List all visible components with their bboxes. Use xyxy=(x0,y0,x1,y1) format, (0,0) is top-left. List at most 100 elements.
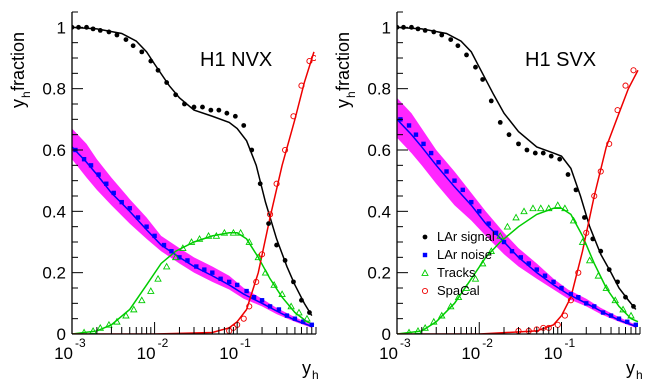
data-point xyxy=(448,37,453,42)
data-point xyxy=(489,99,494,104)
data-point xyxy=(584,301,588,305)
data-point xyxy=(139,297,145,302)
y-tick-label: 0.6 xyxy=(367,141,391,160)
data-point xyxy=(293,316,297,320)
data-point xyxy=(291,279,296,284)
data-point xyxy=(107,30,112,35)
data-point xyxy=(598,249,603,254)
data-point xyxy=(601,310,605,314)
data-point xyxy=(566,172,571,177)
data-point xyxy=(148,59,153,64)
legend-marker xyxy=(423,235,428,240)
data-point xyxy=(513,214,519,219)
legend-label: LAr signal xyxy=(437,229,495,244)
legend-label: LAr noise xyxy=(437,247,492,262)
data-point xyxy=(436,160,440,164)
data-point xyxy=(115,33,120,38)
data-point xyxy=(521,208,527,213)
data-point xyxy=(429,151,433,155)
data-point xyxy=(274,243,279,248)
x-tick-exponent: -2 xyxy=(158,336,169,350)
data-point xyxy=(266,221,271,226)
data-point xyxy=(173,92,178,97)
data-point xyxy=(139,49,144,54)
data-point xyxy=(473,65,478,70)
data-point xyxy=(538,205,544,210)
y-tick-label: 0 xyxy=(57,325,66,344)
data-point xyxy=(307,310,312,315)
series-line xyxy=(72,27,312,315)
data-point xyxy=(461,188,465,192)
data-point xyxy=(507,132,512,137)
data-point xyxy=(623,83,628,88)
y-tick-label: 0.8 xyxy=(42,80,66,99)
data-point xyxy=(210,270,214,274)
y-tick-label: 0.4 xyxy=(42,202,66,221)
data-point xyxy=(148,288,154,293)
x-tick-label: 10 xyxy=(379,344,398,363)
series-line xyxy=(72,233,314,334)
y-tick-label: 0 xyxy=(382,325,391,344)
data-point xyxy=(218,277,222,281)
data-point xyxy=(91,26,96,31)
data-point xyxy=(260,298,264,302)
y-tick-label: 1 xyxy=(382,18,391,37)
plot-area xyxy=(70,25,317,335)
data-point xyxy=(409,25,414,30)
x-axis-title: y xyxy=(302,358,311,378)
x-axis-title: y xyxy=(626,358,635,378)
data-point xyxy=(421,142,425,146)
data-point xyxy=(407,123,411,127)
data-point xyxy=(268,304,272,308)
data-point xyxy=(224,111,229,116)
x-tick-label: 10 xyxy=(54,344,73,363)
chart-title: H1 SVX xyxy=(525,49,596,71)
data-point xyxy=(152,234,156,238)
data-point xyxy=(498,120,503,125)
data-point xyxy=(235,283,239,287)
x-tick-exponent: -1 xyxy=(565,336,576,350)
data-point xyxy=(480,77,485,82)
data-point xyxy=(241,316,246,321)
data-point xyxy=(299,298,304,303)
x-tick-exponent: -3 xyxy=(75,336,86,350)
y-axis-title-main: y xyxy=(333,99,353,108)
data-point xyxy=(84,25,89,30)
data-point xyxy=(162,243,166,247)
data-point xyxy=(227,280,231,284)
data-point xyxy=(543,274,547,278)
data-point xyxy=(155,276,161,281)
data-point xyxy=(486,221,490,225)
data-point xyxy=(216,108,221,113)
x-tick-exponent: -1 xyxy=(240,336,251,350)
data-point xyxy=(574,187,579,192)
y-axis-title-rest: fraction xyxy=(333,32,353,91)
data-point xyxy=(185,258,189,262)
legend-marker xyxy=(422,288,427,293)
data-point xyxy=(244,289,248,293)
x-tick-label: 10 xyxy=(544,344,563,363)
data-point xyxy=(557,157,562,162)
data-point xyxy=(164,80,169,85)
x-axis-title-sub: h xyxy=(312,368,319,381)
data-point xyxy=(169,249,173,253)
data-point xyxy=(615,279,620,284)
data-point xyxy=(533,151,538,156)
x-axis-title-sub: h xyxy=(636,368,643,381)
series-markers xyxy=(70,25,312,315)
data-point xyxy=(551,280,555,284)
data-point xyxy=(89,163,93,167)
data-point xyxy=(252,295,256,299)
data-point xyxy=(576,295,580,299)
data-point xyxy=(423,28,428,33)
y-axis-title-sub: h xyxy=(19,91,33,98)
data-point xyxy=(208,108,213,113)
data-point xyxy=(569,292,573,296)
data-point xyxy=(516,141,521,146)
data-point xyxy=(469,200,473,204)
y-tick-label: 0.6 xyxy=(42,141,66,160)
data-point xyxy=(452,178,456,182)
y-tick-label: 0.2 xyxy=(367,264,391,283)
data-point xyxy=(202,267,206,271)
data-point xyxy=(541,151,546,156)
